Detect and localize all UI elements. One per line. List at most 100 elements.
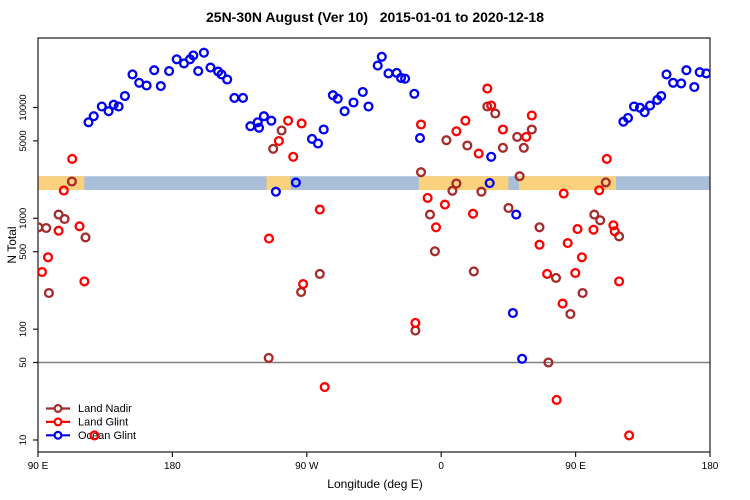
x-tick-label: 90 W	[295, 461, 319, 472]
data-point	[609, 226, 620, 237]
data-point	[67, 153, 78, 164]
data-point	[601, 153, 612, 164]
data-point	[89, 430, 100, 441]
data-point	[415, 167, 427, 178]
data-point	[222, 74, 233, 85]
data-point	[108, 99, 119, 110]
data-point	[518, 142, 529, 153]
data-point	[270, 186, 281, 197]
data-point	[503, 202, 514, 214]
data-point	[400, 73, 411, 84]
legend-label: Ocean Glint	[78, 430, 136, 442]
data-point	[298, 279, 309, 290]
data-point	[372, 60, 383, 71]
data-point	[497, 124, 508, 135]
data-point	[628, 101, 640, 112]
data-point	[79, 276, 90, 287]
data-point	[290, 177, 301, 188]
data-point	[314, 268, 325, 279]
data-point	[306, 133, 318, 144]
data-point	[74, 221, 85, 232]
data-point	[283, 115, 294, 126]
data-point	[288, 151, 299, 162]
series-ocean-glint	[83, 47, 710, 364]
data-point	[521, 131, 532, 142]
data-point	[276, 125, 287, 136]
data-point	[451, 178, 462, 189]
data-point	[441, 135, 452, 146]
legend-marker-icon	[53, 417, 63, 427]
data-point	[332, 93, 343, 104]
data-point	[53, 225, 64, 236]
data-point	[113, 101, 124, 112]
data-point	[268, 143, 279, 154]
x-tick-label: 90 E	[28, 461, 49, 472]
data-point	[38, 266, 48, 278]
data-point	[59, 213, 70, 225]
data-point	[357, 86, 368, 98]
legend-item-land-nadir: Land Nadir	[46, 403, 132, 415]
data-point	[395, 72, 407, 83]
data-point	[595, 215, 606, 226]
data-point	[96, 101, 107, 112]
x-tick-label: 180	[164, 461, 181, 472]
legend-marker-icon	[53, 404, 63, 414]
data-point	[439, 199, 450, 210]
data-point	[511, 209, 522, 220]
data-point	[486, 100, 497, 111]
data-point	[318, 124, 329, 135]
data-point	[661, 69, 672, 80]
land-band-segment	[418, 176, 509, 190]
chart-title: 25N-30N August (Ver 10) 2015-01-01 to 20…	[206, 9, 544, 25]
plot-border	[37, 37, 711, 453]
data-point	[229, 92, 240, 103]
data-point	[38, 222, 44, 233]
data-point	[263, 352, 274, 363]
data-point	[608, 220, 619, 231]
data-point	[263, 233, 275, 244]
data-point	[314, 204, 325, 215]
data-point	[266, 115, 277, 126]
data-point	[551, 394, 562, 405]
data-point	[565, 308, 576, 320]
data-point	[614, 276, 625, 287]
data-point	[88, 111, 99, 122]
data-point	[526, 110, 537, 121]
y-tick-label: 10000	[18, 94, 29, 120]
data-point	[558, 188, 569, 199]
data-point	[193, 66, 204, 77]
y-tick-label: 500	[18, 244, 29, 260]
data-point	[512, 131, 523, 142]
data-point	[188, 50, 199, 61]
data-point	[622, 112, 634, 123]
data-point	[296, 118, 307, 129]
data-point	[639, 107, 650, 118]
data-point	[514, 171, 525, 182]
data-point	[414, 133, 426, 144]
data-point	[296, 287, 307, 298]
y-tick-label: 100	[18, 321, 29, 337]
data-point	[451, 126, 462, 137]
x-tick-label: 90 E	[565, 461, 586, 472]
series-land-glint	[38, 83, 635, 441]
data-point	[689, 81, 700, 93]
data-point	[534, 222, 545, 233]
data-point	[644, 100, 656, 111]
data-point	[253, 122, 265, 133]
data-point	[363, 101, 374, 112]
land-band-segment	[518, 176, 616, 190]
data-point	[319, 382, 330, 393]
data-point	[681, 65, 692, 76]
data-point	[348, 97, 359, 108]
x-tick-label: 180	[702, 461, 719, 472]
legend-item-land-glint: Land Glint	[46, 416, 128, 428]
data-point	[103, 106, 114, 117]
y-tick-label: 10	[18, 435, 29, 446]
data-point	[517, 353, 528, 364]
data-point	[473, 148, 484, 159]
data-point	[415, 119, 427, 130]
data-point	[66, 176, 77, 187]
data-point	[376, 51, 387, 62]
